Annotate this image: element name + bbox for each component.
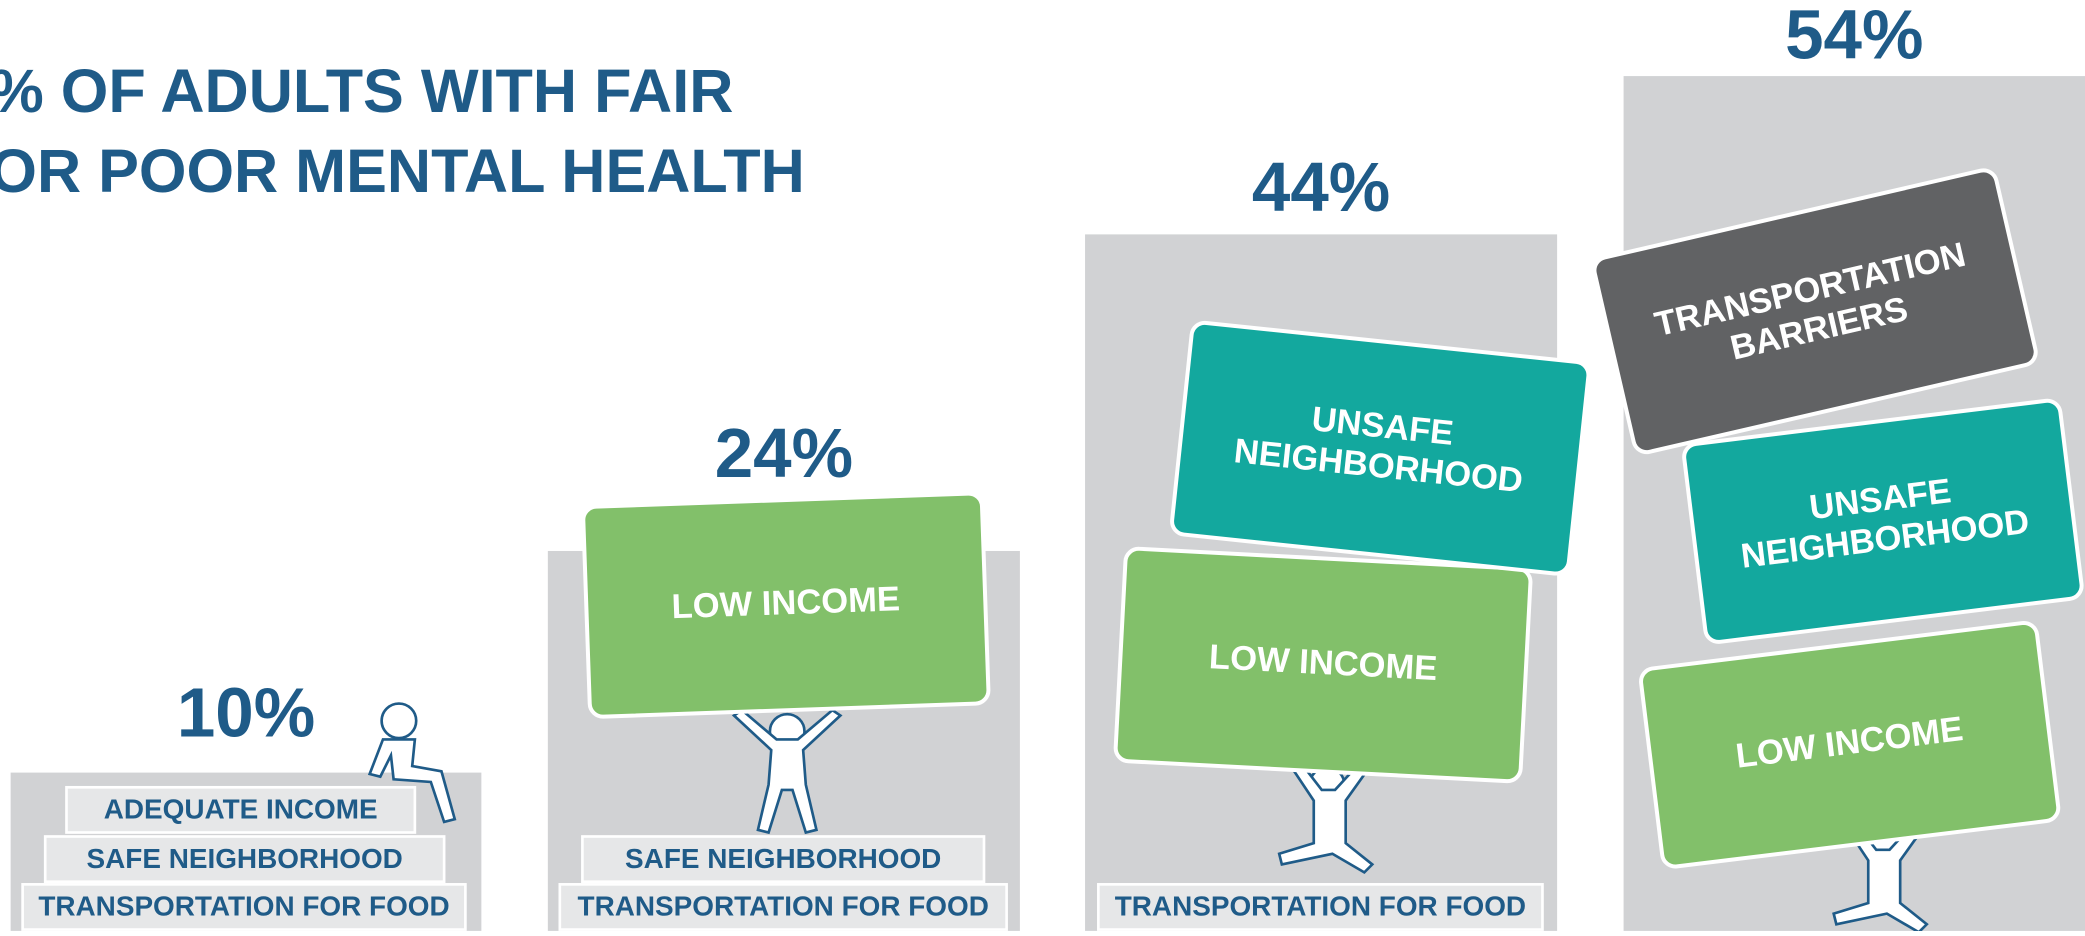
- chart-title: % OF ADULTS WITH FAIR: [0, 57, 733, 125]
- figure-head: [380, 702, 418, 740]
- burden-label: LOW INCOME: [671, 580, 901, 626]
- burden-box: [1682, 398, 2084, 644]
- step-label: TRANSPORTATION FOR FOOD: [38, 891, 449, 922]
- step-label: SAFE NEIGHBORHOOD: [87, 843, 403, 874]
- figure-body: [367, 738, 457, 824]
- burden-block: LOW INCOME: [1639, 620, 2061, 869]
- value-label: 10%: [177, 673, 315, 751]
- figure: [731, 708, 843, 835]
- value-label: 24%: [715, 414, 853, 492]
- burden-block: LOW INCOME: [1113, 546, 1533, 784]
- burden-box: [581, 491, 991, 719]
- step-block: [1097, 883, 1544, 931]
- step-block: [43, 835, 446, 884]
- step-label: ADEQUATE INCOME: [104, 794, 378, 825]
- step-block: [558, 883, 1008, 931]
- figure-body: [731, 708, 843, 835]
- step-block: [581, 835, 986, 884]
- step-label: TRANSPORTATION FOR FOOD: [1115, 891, 1526, 922]
- step-block: [21, 883, 467, 931]
- value-label: 54%: [1785, 0, 1923, 73]
- chart-title: OR POOR MENTAL HEALTH: [0, 137, 805, 205]
- burden-box: [1170, 320, 1591, 576]
- burden-box: [1639, 620, 2061, 869]
- burden-block: LOW INCOME: [581, 491, 991, 719]
- step-label: TRANSPORTATION FOR FOOD: [578, 891, 989, 922]
- step-label: SAFE NEIGHBORHOOD: [625, 843, 941, 874]
- value-label: 44%: [1252, 148, 1390, 226]
- figure: [367, 702, 457, 824]
- burden-box: [1113, 546, 1533, 784]
- burden-box: [1592, 168, 2038, 455]
- step-block: [65, 785, 417, 834]
